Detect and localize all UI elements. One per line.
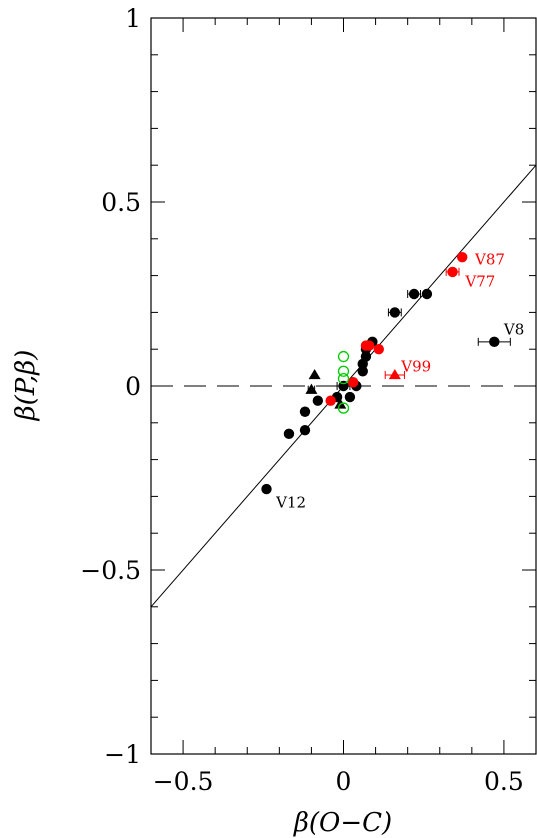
annotation-label: V12 <box>275 493 306 511</box>
data-point <box>360 351 372 362</box>
y-axis-title: β(P,β) <box>11 350 41 422</box>
data-point <box>312 395 324 406</box>
x-axis-title: β(O−C) <box>293 808 392 838</box>
data-point <box>363 340 375 351</box>
data-point <box>337 402 350 414</box>
y-tick-label: −0.5 <box>80 556 141 585</box>
x-tick-label: 0 <box>336 767 352 796</box>
data-point <box>357 366 368 377</box>
annotation-label: V99 <box>400 357 431 375</box>
annotation-label: V77 <box>464 273 495 291</box>
data-point <box>489 336 500 348</box>
data-point <box>299 424 311 436</box>
data-point <box>305 383 318 394</box>
x-tick-label: 0.5 <box>484 767 524 796</box>
annotation-label: V87 <box>474 251 505 269</box>
data-point <box>337 350 350 363</box>
axes-layer: −1 −0.5 0 0.5 1 −0.5 0 0.5 <box>80 4 537 796</box>
y-tick-label: 0.5 <box>101 188 141 217</box>
data-point <box>457 252 468 263</box>
data-point <box>283 428 295 440</box>
data-point <box>337 372 350 385</box>
data-point <box>421 288 433 300</box>
data-point <box>447 266 458 278</box>
y-tick-label: 1 <box>125 4 141 33</box>
data-point <box>408 288 420 300</box>
data-point <box>261 483 272 495</box>
data-point <box>325 395 336 406</box>
data-point <box>388 368 401 380</box>
data-point <box>344 391 356 403</box>
x-tick-label: −0.5 <box>153 767 214 796</box>
data-points <box>261 252 511 495</box>
y-tick-label: 0 <box>125 372 141 401</box>
data-point <box>308 368 321 380</box>
data-point <box>299 406 311 417</box>
data-point <box>373 344 384 355</box>
data-point <box>337 365 350 377</box>
data-point <box>389 307 401 318</box>
data-point <box>347 377 359 388</box>
y-tick-label: −1 <box>104 740 141 769</box>
annotations: V12 V8 V87 V77 V99 <box>275 251 524 512</box>
annotation-label: V8 <box>503 320 524 338</box>
